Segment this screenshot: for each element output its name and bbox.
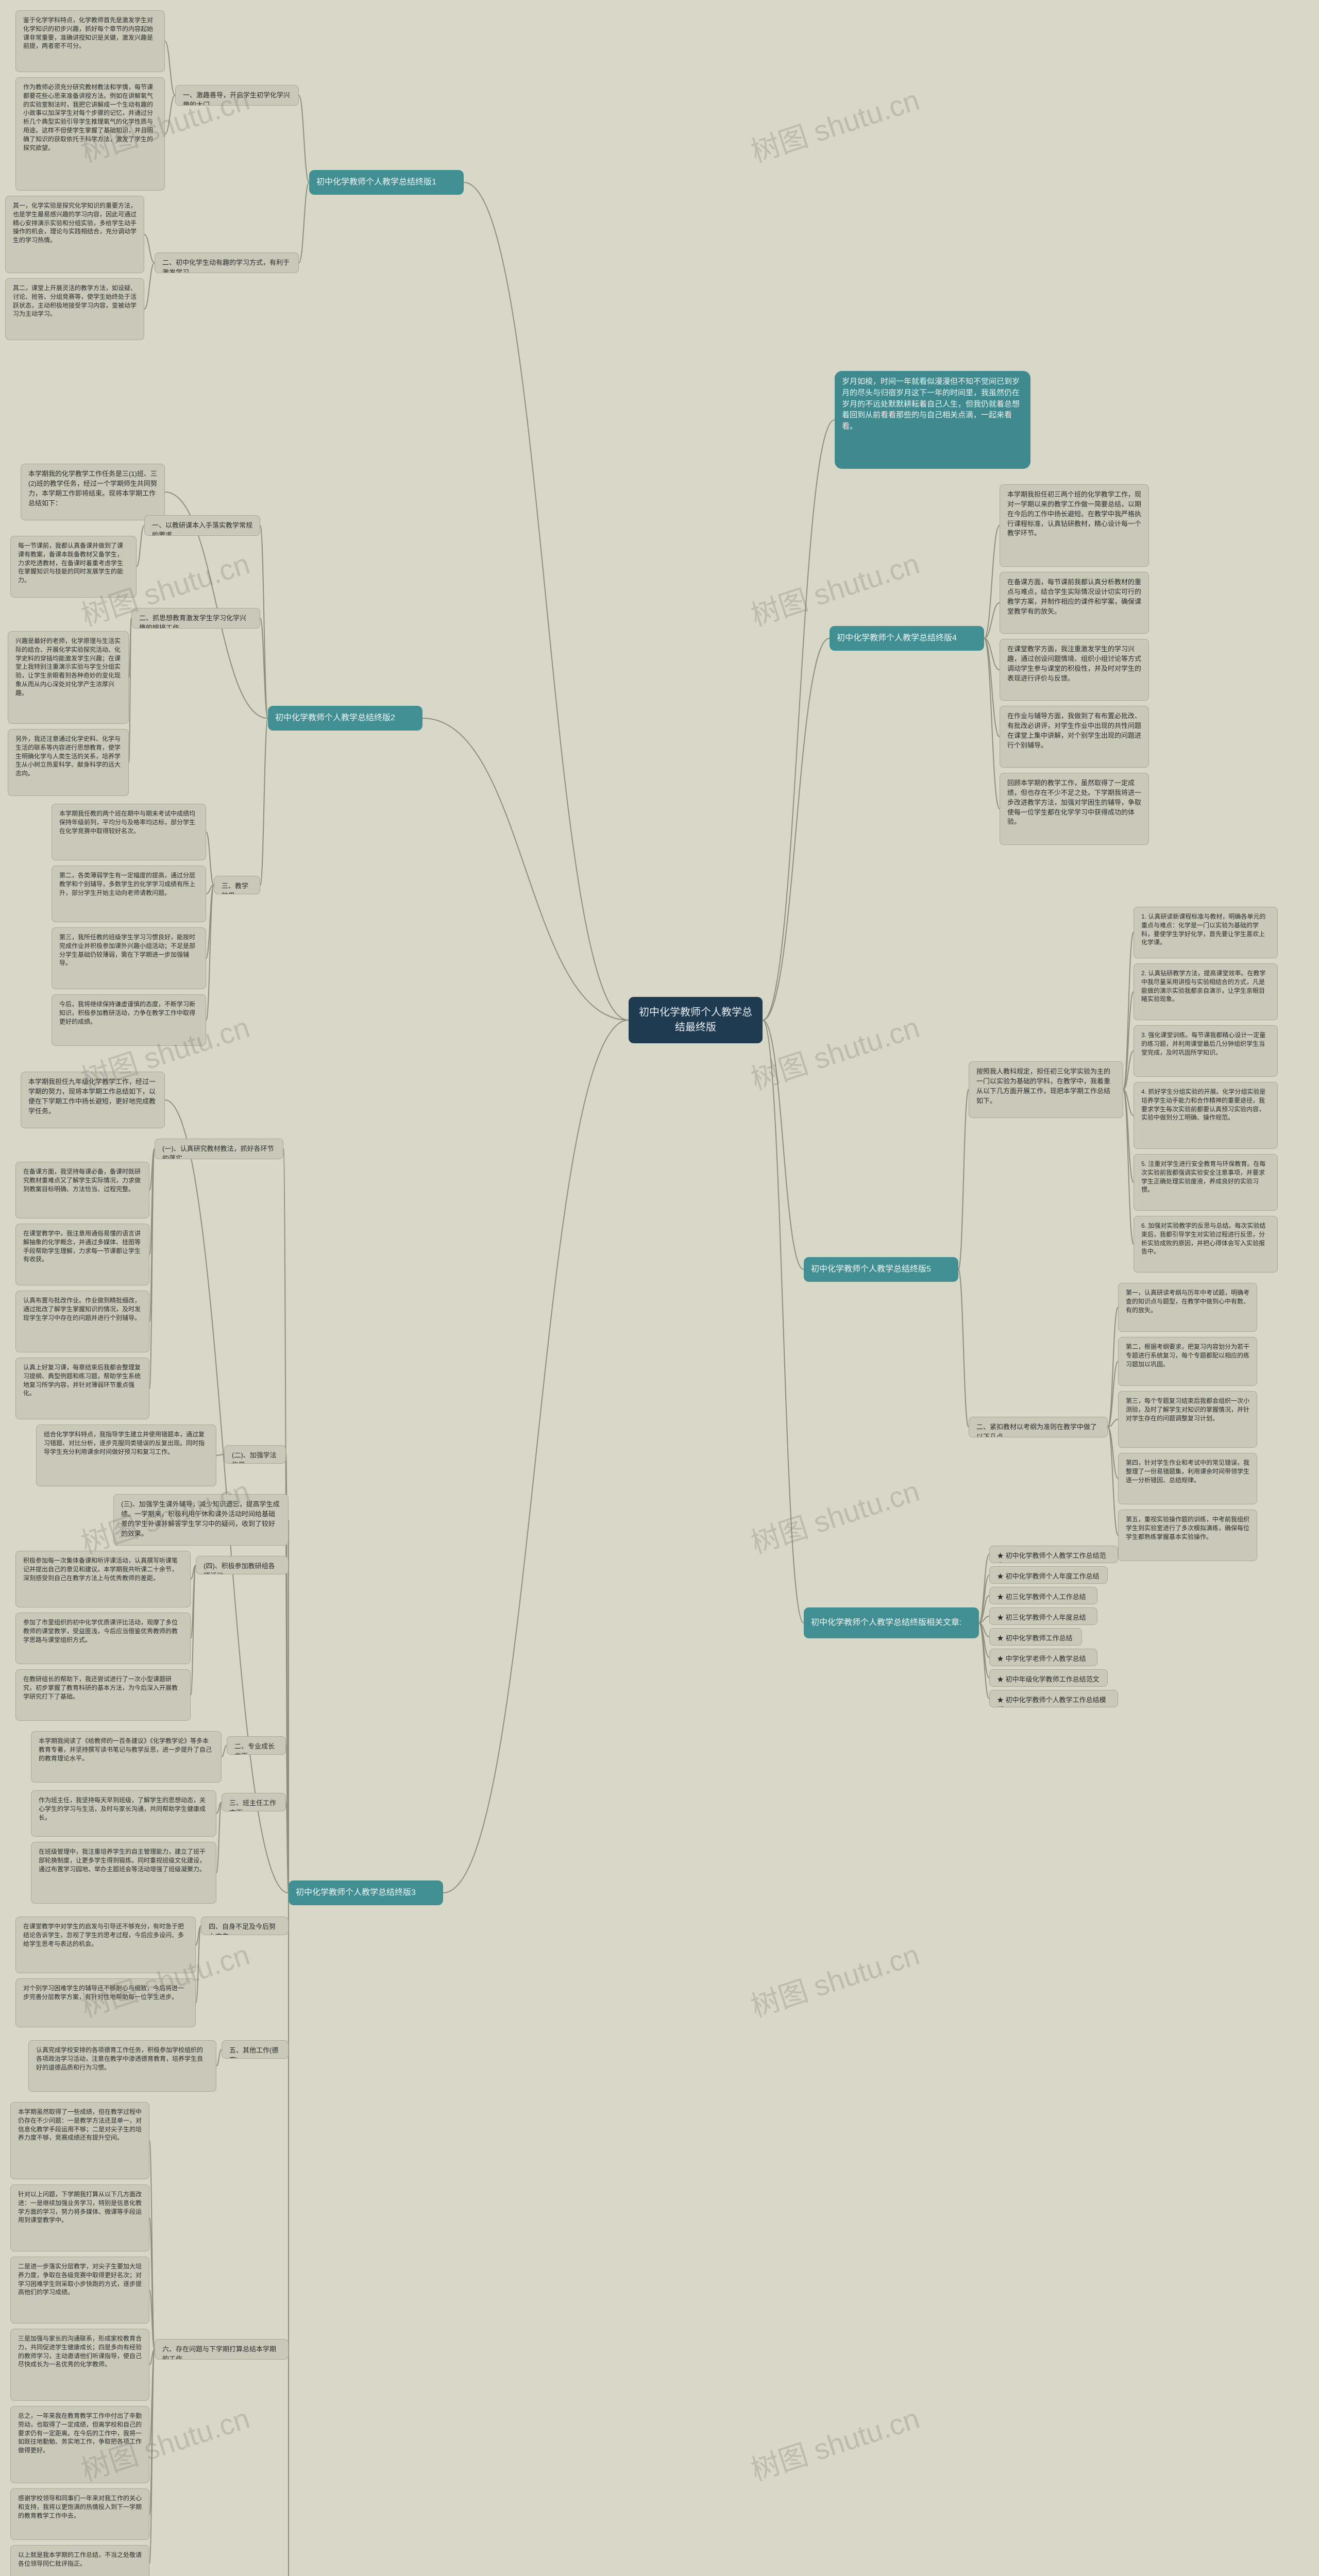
leaf-node: 对个别学习困难学生的辅导还不够耐心与细致，今后将进一步完善分层教学方案，有针对性… <box>15 1978 196 2027</box>
watermark: 树图 shutu.cn <box>745 1932 924 2026</box>
s5-node: 初中化学教师个人教学总结终版5 <box>804 1257 958 1282</box>
s2i2-node: 二、抓思想教育激发学生学习化学兴趣的嫁接工作 <box>131 608 260 629</box>
leaf-node: 以上就是我本学期的工作总结，不当之处敬请各位领导同仁批评指正。 <box>10 2545 149 2576</box>
s4-node: 初中化学教师个人教学总结终版4 <box>830 626 984 651</box>
leaf-node: 每一节课前，我都认真备课并做到了课课有教案，备课本既备教材又备学生，力求吃透教材… <box>10 536 137 598</box>
s6i8-node: ★ 初中化学教师个人教学工作总结模板 <box>989 1690 1118 1707</box>
leaf-node: 在备课方面，我坚持每课必备，备课时既研究教材重难点又了解学生实际情况，力求做到教… <box>15 1162 149 1218</box>
s6i2-node: ★ 初中化学教师个人年度工作总结 <box>989 1566 1108 1584</box>
s4i0-node: 本学期我担任初三两个班的化学教学工作，现对一学期以来的教学工作做一简要总结，以期… <box>1000 484 1149 567</box>
s3i3-node: (三)、加强学生课外辅导，减少知识遗忘，提高学生成绩。一学期来，积极利用午休和课… <box>113 1494 289 1546</box>
s1i1-node: 一、激趣善导，开启学生初学化学兴趣的大门 <box>175 85 299 106</box>
s2-node: 初中化学教师个人教学总结终版2 <box>268 706 422 731</box>
leaf-node: 第一，认真研读考纲与历年中考试题，明确考查的知识点与题型，在教学中做到心中有数、… <box>1118 1283 1257 1332</box>
s6i7-node: ★ 初中年级化学教师工作总结范文 <box>989 1669 1108 1687</box>
s3i8-node: 五、其他工作(德育) <box>222 2040 289 2059</box>
s5i2-node: 二、紧扣教材以考纲为准则在教学中做了以下几点 <box>969 1417 1108 1437</box>
leaf-node: 其二，课堂上开展灵活的教学方法，如设疑、讨论、抢答、分组竞赛等，使学生始终处于活… <box>5 278 144 340</box>
watermark: 树图 shutu.cn <box>745 1468 924 1562</box>
intro-node: 岁月如梭，时间一年就看似漫漫但不知不觉间已到岁月的尽头与归宿岁月这下一年的时间里… <box>835 371 1030 469</box>
s1-node: 初中化学教师个人教学总结终版1 <box>309 170 464 195</box>
leaf-node: 认真布置与批改作业。作业做到精批细改，通过批改了解学生掌握知识的情况，及时发现学… <box>15 1291 149 1352</box>
leaf-node: 3. 强化课堂训练。每节课我都精心设计一定量的练习题，并利用课堂最后几分钟组织学… <box>1134 1025 1278 1077</box>
s6i5-node: ★ 初中化学教师工作总结 <box>989 1628 1082 1646</box>
leaf-node: 第五，重视实验操作题的训练，中考前我组织学生到实验室进行了多次模拟演练，确保每位… <box>1118 1510 1257 1561</box>
s3i2-node: (二)、加强学法指导 <box>224 1445 286 1464</box>
s3h-node: 本学期我担任九年级化学教学工作，经过一学期的努力，现将本学期工作总结如下，以便在… <box>21 1072 165 1128</box>
s6-node: 初中化学教师个人教学总结终版相关文章: <box>804 1607 979 1638</box>
leaf-node: 本学期虽然取得了一些成绩，但在教学过程中仍存在不少问题：一是教学方法还显单一，对… <box>10 2102 149 2179</box>
leaf-node: 作为班主任，我坚持每天早到班级，了解学生的思想动态，关心学生的学习与生活，及时与… <box>31 1790 216 1837</box>
watermark: 树图 shutu.cn <box>745 77 924 171</box>
leaf-node: 兴趣是最好的老师，化学原理与生活实际的结合、开展化学实验探究活动、化学史料的穿插… <box>8 631 129 724</box>
leaf-node: 第三，我所任教的班级学生学习习惯良好，能按时完成作业并积极参加课外兴趣小组活动；… <box>52 927 206 989</box>
s3i7-node: 四、自身不足及今后努力方向 <box>201 1917 289 1935</box>
leaf-node: 在课堂教学中对学生的启发与引导还不够充分，有时急于把结论告诉学生，忽视了学生的思… <box>15 1917 196 1973</box>
s4i3-node: 在作业与辅导方面，我做到了有布置必批改、有批改必讲评，对学生作业中出现的共性问题… <box>1000 706 1149 768</box>
leaf-node: 另外，我还注意通过化学史料、化学与生活的联系等内容进行思想教育，使学生明确化学与… <box>8 729 129 796</box>
leaf-node: 鉴于化学学科特点，化学教师首先是激发学生对化学知识的初步兴趣，抓好每个章节的内容… <box>15 10 165 72</box>
leaf-node: 在教研组长的帮助下，我还尝试进行了一次小型课题研究，初步掌握了教育科研的基本方法… <box>15 1669 191 1721</box>
leaf-node: 第四，针对学生作业和考试中的常见错误，我整理了一份易错题集，利用课余时间带领学生… <box>1118 1453 1257 1504</box>
leaf-node: 三是加强与家长的沟通联系，形成家校教育合力，共同促进学生健康成长；四是多向有经验… <box>10 2329 149 2401</box>
leaf-node: 在班级管理中，我注重培养学生的自主管理能力，建立了班干部轮换制度，让更多学生得到… <box>31 1842 216 1904</box>
leaf-node: 第二，根据考纲要求，把复习内容划分为若干专题进行系统复习，每个专题都配以相应的练… <box>1118 1337 1257 1386</box>
leaf-node: 5. 注重对学生进行安全教育与环保教育。在每次实验前我都强调实验安全注意事项，并… <box>1134 1154 1278 1211</box>
s3i9-node: 六、存在问题与下学期打算总结本学期的工作 <box>155 2339 289 2360</box>
s2i1-node: 一、以教研课本入手落实教学常规的要求 <box>144 515 260 536</box>
leaf-node: 第二，各类薄弱学生有一定幅度的提高，通过分层教学和个别辅导，多数学生的化学学习成… <box>52 866 206 922</box>
leaf-node: 针对以上问题，下学期我打算从以下几方面改进：一是继续加强业务学习，特别是信息化教… <box>10 2184 149 2251</box>
leaf-node: 总之，一年来我在教育教学工作中付出了辛勤劳动，也取得了一定成绩，但离学校和自己的… <box>10 2406 149 2483</box>
leaf-node: 今后，我将继续保持谦虚谨慎的态度，不断学习新知识，积极参加教研活动，力争在教学工… <box>52 994 206 1046</box>
leaf-node: 二是进一步落实分层教学，对尖子生要加大培养力度，争取在各级竞赛中取得更好名次；对… <box>10 2257 149 2324</box>
leaf-node: 参加了市里组织的初中化学优质课评比活动，观摩了多位教师的课堂教学，受益匪浅，今后… <box>15 1613 191 1664</box>
leaf-node: 结合化学学科特点，我指导学生建立并使用错题本，通过复习错题、对比分析，逐步克服同… <box>36 1425 216 1486</box>
leaf-node: 1. 认真研读新课程标准与教材，明确各单元的重点与难点：化学是一门以实验为基础的… <box>1134 907 1278 958</box>
s4i2-node: 在课堂教学方面，我注重激发学生的学习兴趣，通过创设问题情境、组织小组讨论等方式调… <box>1000 639 1149 701</box>
leaf-node: 其一，化学实验是探究化学知识的重要方法，也是学生最易感兴趣的学习内容，因此可通过… <box>5 196 144 273</box>
leaf-node: 2. 认真钻研教学方法，提高课堂效率。在教学中我尽量采用讲授与实验相结合的方式，… <box>1134 963 1278 1020</box>
watermark: 树图 shutu.cn <box>745 541 924 635</box>
watermark: 树图 shutu.cn <box>745 2396 924 2489</box>
s3i6-node: 三、班主任工作方面 <box>222 1793 286 1811</box>
s2h-node: 本学期我的化学教学工作任务是三(1)班、三(2)班的教学任务，经过一个学期师生共… <box>21 464 165 520</box>
s3-node: 初中化学教师个人教学总结终版3 <box>289 1880 443 1905</box>
leaf-node: 认真上好复习课，每章结束后我都会整理复习提纲、典型例题和练习题，帮助学生系统地复… <box>15 1358 149 1419</box>
s4i4-node: 回顾本学期的教学工作，虽然取得了一定成绩，但也存在不少不足之处。下学期我将进一步… <box>1000 773 1149 845</box>
leaf-node: 本学期我阅读了《给教师的一百条建议》《化学教学论》等多本教育专著，并坚持撰写读书… <box>31 1731 222 1783</box>
leaf-node: 感谢学校领导和同事们一年来对我工作的关心和支持，我将以更饱满的热情投入到下一学期… <box>10 2488 149 2540</box>
leaf-node: 认真完成学校安排的各项德育工作任务，积极参加学校组织的各项政治学习活动，注意在教… <box>28 2040 216 2092</box>
leaf-node: 在课堂教学中，我注意用通俗易懂的语言讲解抽象的化学概念，并通过多媒体、挂图等手段… <box>15 1224 149 1285</box>
leaf-node: 4. 抓好学生分组实验的开展。化学分组实验是培养学生动手能力和合作精神的重要途径… <box>1134 1082 1278 1149</box>
s4i1-node: 在备课方面，每节课前我都认真分析教材的重点与难点，结合学生实际情况设计切实可行的… <box>1000 572 1149 634</box>
s3i1-node: (一)、认真研究教材教法，抓好各环节的落实 <box>155 1139 283 1159</box>
s6i1-node: ★ 初中化学教师个人教学工作总结范文 <box>989 1546 1118 1563</box>
leaf-node: 第三，每个专题复习结束后我都会组织一次小测验，及时了解学生对知识的掌握情况，并针… <box>1118 1391 1257 1448</box>
leaf-node: 作为教师必须充分研究教材教法和学情，每节课都要花些心思来准备讲授方法。例如在讲解… <box>15 77 165 191</box>
s5h-node: 按照我人教科规定，担任初三化学实验为主的一门以实验为基础的学科，在教学中，我着重… <box>969 1061 1123 1118</box>
s2i3-node: 三、教学效果 <box>214 876 260 894</box>
leaf-node: 积极参加每一次集体备课和听评课活动，认真撰写听课笔记并提出自己的意见和建议。本学… <box>15 1551 191 1607</box>
root-node: 初中化学教师个人教学总结最终版 <box>629 997 763 1043</box>
s3i4-node: (四)、积极参加教研组各项活动 <box>196 1556 289 1574</box>
watermark: 树图 shutu.cn <box>745 1005 924 1098</box>
s6i3-node: ★ 初三化学教师个人工作总结 <box>989 1587 1097 1604</box>
leaf-node: 本学期我任教的两个班在期中与期末考试中成绩均保持年级前列，平均分与及格率均达标，… <box>52 804 206 860</box>
s3i5-node: 二、专业成长方面 <box>227 1736 286 1755</box>
s6i6-node: ★ 中学化学老师个人教学总结 <box>989 1649 1097 1666</box>
s6i4-node: ★ 初三化学教师个人年度总结 <box>989 1607 1097 1625</box>
s1i2-node: 二、初中化学生动有趣的学习方式，有利于激发学习 <box>155 252 299 273</box>
leaf-node: 6. 加强对实验教学的反思与总结。每次实验结束后，我都引导学生对实验过程进行反思… <box>1134 1216 1278 1273</box>
